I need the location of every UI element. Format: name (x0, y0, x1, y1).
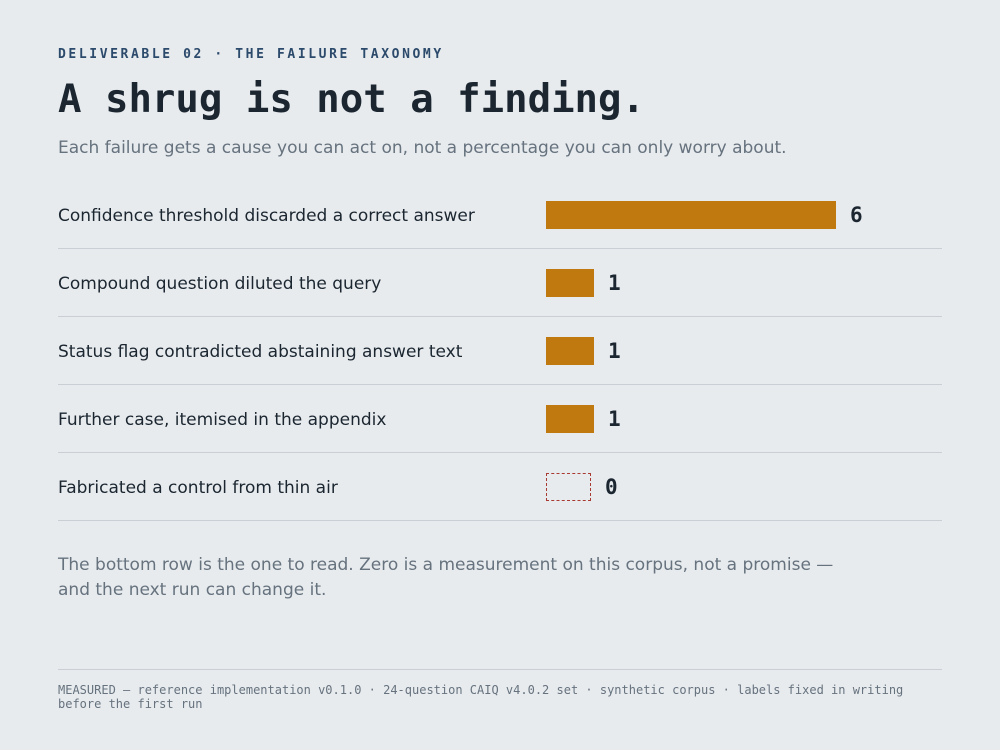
bar-value-label: 1 (608, 407, 621, 431)
bar-row: Status flag contradicted abstaining answ… (58, 317, 942, 385)
bar-row: Compound question diluted the query 1 (58, 249, 942, 317)
footer-caption: MEASURED — reference implementation v0.1… (58, 683, 904, 711)
chart-note: The bottom row is the one to read. Zero … (58, 555, 834, 600)
bar-category-label: Status flag contradicted abstaining answ… (58, 342, 463, 362)
bar-category-label: Confidence threshold discarded a correct… (58, 206, 475, 226)
bar-value-label: 1 (608, 339, 621, 363)
bar-row: Fabricated a control from thin air 0 (58, 453, 942, 521)
eyebrow-label: DELIVERABLE 02 · THE FAILURE TAXONOMY (58, 47, 444, 62)
bar-category-label: Further case, itemised in the appendix (58, 410, 387, 430)
bar-value-label: 1 (608, 271, 621, 295)
bar-row: Confidence threshold discarded a correct… (58, 181, 942, 249)
page-title: A shrug is not a finding. (58, 77, 645, 122)
page-subtitle: Each failure gets a cause you can act on… (58, 138, 787, 158)
bar-row: Further case, itemised in the appendix 1 (58, 385, 942, 453)
bar-category-label: Compound question diluted the query (58, 274, 382, 294)
bar (546, 201, 836, 229)
bar-category-label: Fabricated a control from thin air (58, 478, 338, 498)
bar (546, 405, 594, 433)
bar (546, 269, 594, 297)
bar (546, 337, 594, 365)
footer-divider (58, 669, 942, 670)
bar-value-label: 6 (850, 203, 863, 227)
bar-value-label: 0 (605, 475, 618, 499)
bar-zero-placeholder (546, 473, 591, 501)
failure-taxonomy-chart: Confidence threshold discarded a correct… (58, 181, 942, 521)
